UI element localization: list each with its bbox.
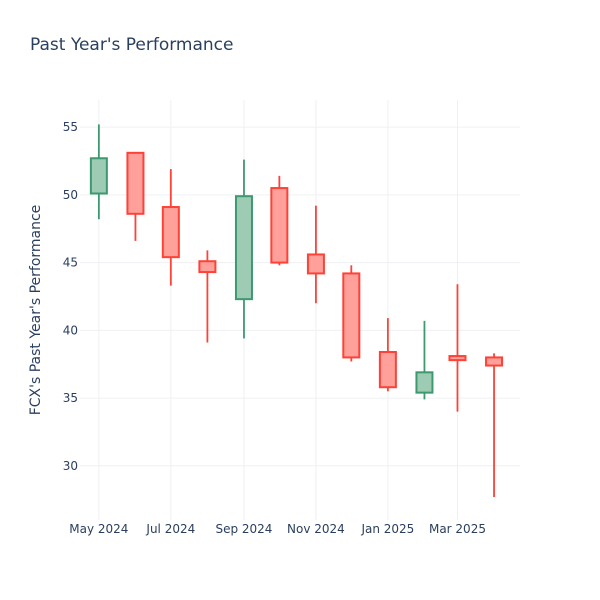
candle [342,265,361,362]
candle-body [198,260,217,274]
candle-body [270,187,289,264]
chart-title: Past Year's Performance [30,35,234,55]
candle-body [161,206,180,259]
y-tick-label: 30 [63,459,78,473]
candle [415,320,434,400]
candles [89,124,504,497]
x-tick-label: Sep 2024 [215,522,272,536]
x-axis-ticks: May 2024 Jul 2024 Sep 2024 Nov 2024 Jan 2025… [69,522,486,536]
candle-body [342,272,361,359]
candle [126,151,145,241]
candle-body [306,253,325,275]
y-axis-ticks: 30 35 40 45 50 55 [63,120,78,473]
candle [448,284,467,412]
candle-body [234,195,253,301]
y-tick-label: 50 [63,188,78,202]
x-tick-label: Jul 2024 [145,522,195,536]
y-axis-label: FCX's Past Year's Performance [28,205,44,416]
y-tick-label: 45 [63,256,78,270]
candle-body [448,355,467,362]
y-tick-label: 55 [63,120,78,134]
candle [378,318,397,392]
candle [306,205,325,304]
candle [198,250,217,343]
x-tick-label: Jan 2025 [360,522,414,536]
candle-body [415,371,434,394]
y-tick-label: 40 [63,323,78,337]
grid [80,100,520,520]
candle [270,175,289,266]
x-tick-label: Mar 2025 [429,522,486,536]
x-tick-label: May 2024 [69,522,128,536]
candle-body [89,157,108,195]
candle-body [126,151,145,215]
x-tick-label: Nov 2024 [287,522,345,536]
candle [161,169,180,286]
candle-body [378,351,397,389]
candle [485,353,504,497]
candle [234,159,253,339]
candle-body [485,356,504,367]
y-tick-label: 35 [63,391,78,405]
candle [89,124,108,220]
